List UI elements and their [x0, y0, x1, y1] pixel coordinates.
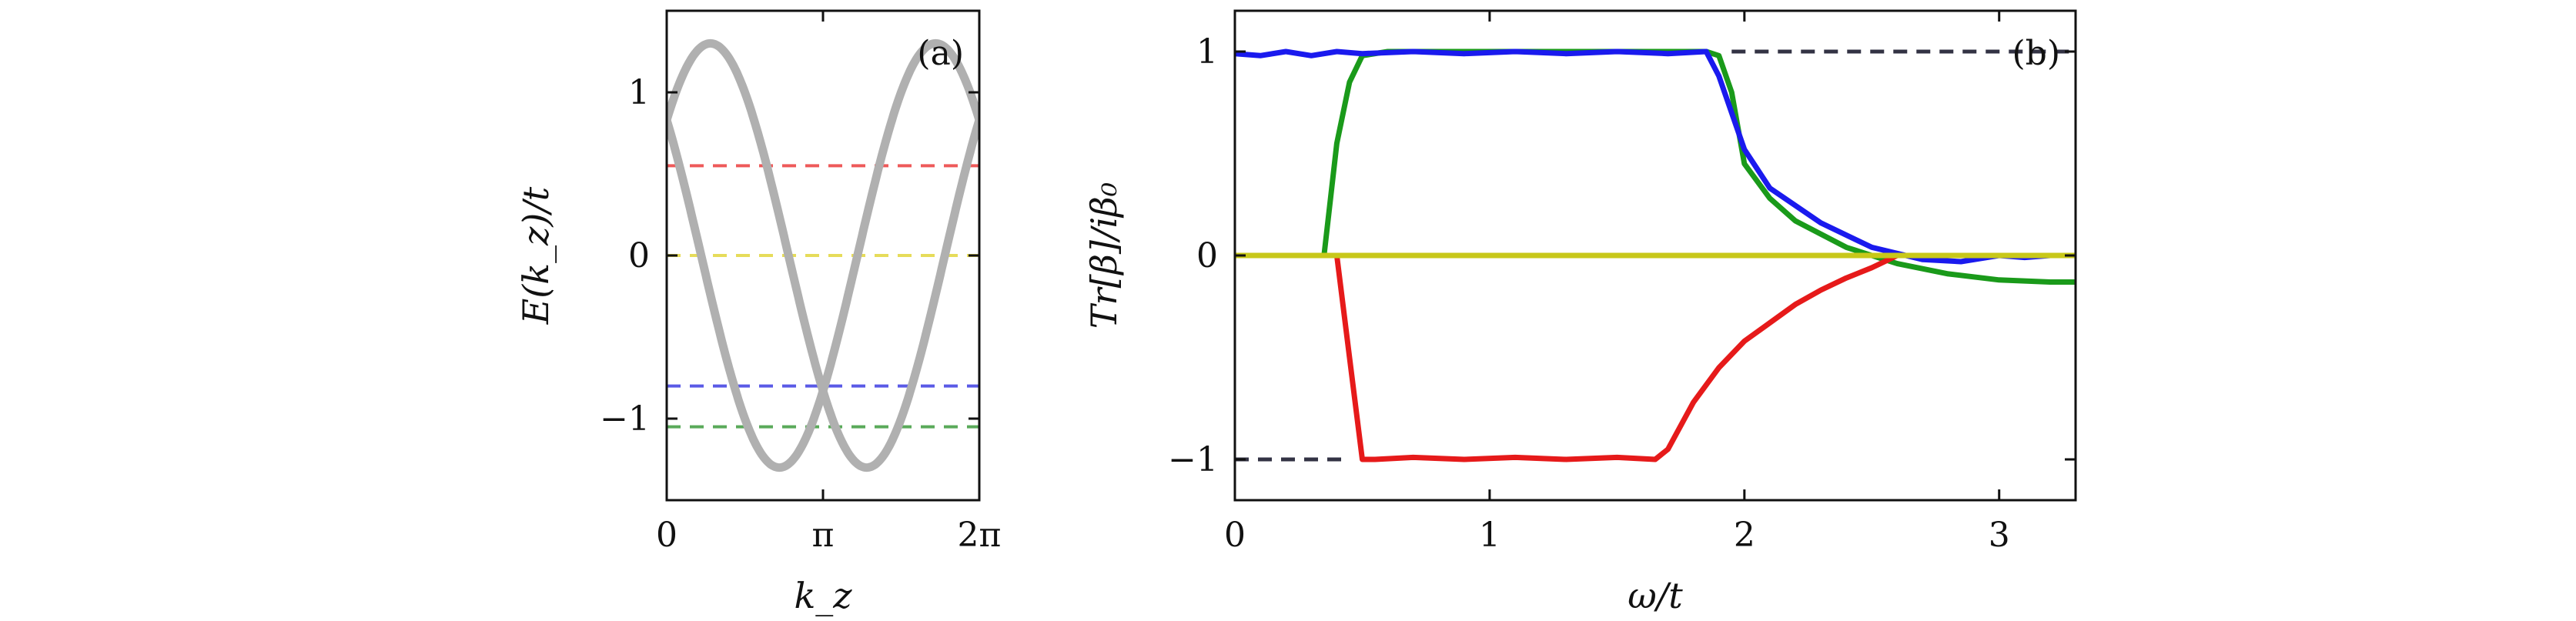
- plot-area: [1235, 48, 2076, 462]
- series-line-0: [1235, 48, 2076, 285]
- y-tick-label-2: −1: [600, 399, 650, 439]
- x-axis-title: ω/t: [1628, 575, 1683, 616]
- panel-a-band-structure: 0 π 2π 1 0 −1 k_z E(k_z)/t (a): [515, 9, 1002, 616]
- x-tick-label-1: 1: [1479, 516, 1500, 555]
- y-tick-label-0: 1: [628, 73, 650, 112]
- series-line-2: [1333, 252, 1900, 462]
- x-tick-label-2: 2: [1734, 516, 1755, 555]
- y-tick-label-1: 0: [1196, 236, 1218, 275]
- x-tick-label-1: π: [812, 516, 835, 555]
- y-tick-label-0: 1: [1196, 32, 1218, 72]
- y-tick-label-2: −1: [1168, 440, 1218, 479]
- series-line-1: [1235, 48, 2076, 265]
- panel-label: (a): [917, 34, 964, 73]
- x-tick-label-0: 0: [1224, 516, 1246, 555]
- y-tick-label-1: 0: [628, 236, 650, 275]
- x-axis-title: k_z: [794, 575, 852, 616]
- band-line-1: [667, 38, 979, 472]
- y-axis-title: Tr[β]/iβ₀: [1083, 182, 1125, 329]
- x-tick-label-2: 2π: [958, 516, 1002, 555]
- x-tick-label-3: 3: [1989, 516, 2010, 555]
- plot-area: [667, 38, 979, 472]
- x-tick-label-0: 0: [656, 516, 677, 555]
- panel-label: (b): [2012, 34, 2061, 73]
- panel-b-trace-beta: 0 1 2 310−1ω/tTr[β]/iβ₀(b): [1083, 9, 2077, 616]
- y-axis-title: E(k_z)/t: [515, 186, 557, 325]
